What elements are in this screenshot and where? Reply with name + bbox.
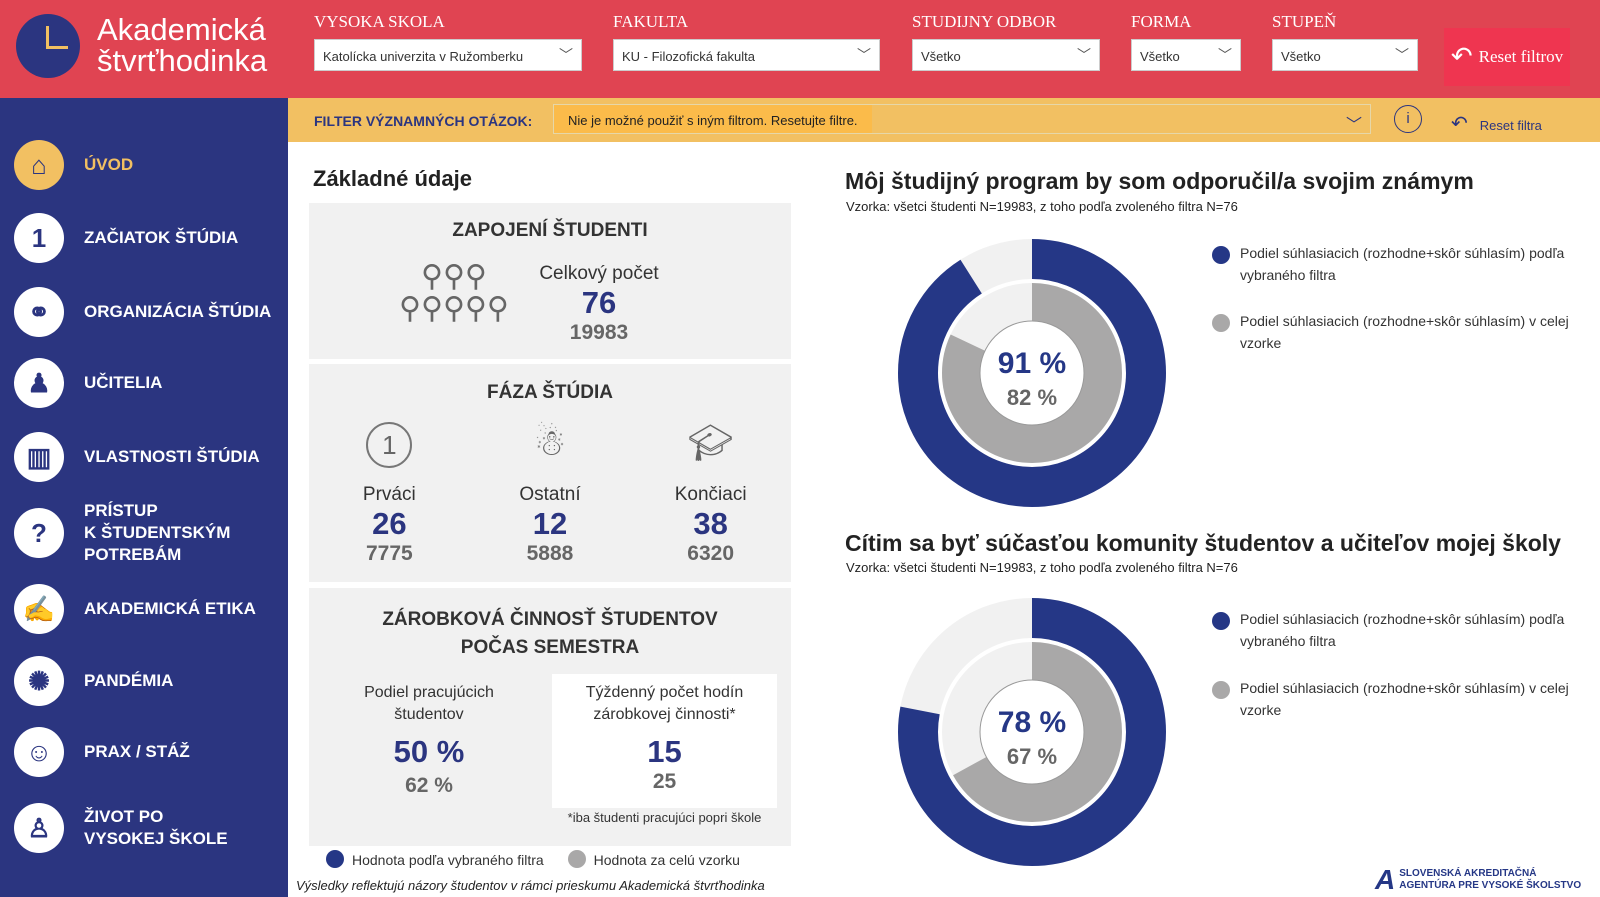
chevron-down-icon: ﹀ (1395, 47, 1409, 63)
sidebar-item-akademicka-etika[interactable]: ✍ AKADEMICKÁ ETIKA (14, 584, 256, 634)
chart2-subtitle: Vzorka: všetci študenti N=19983, z toho … (846, 560, 1238, 575)
undo-icon: ↶ (1450, 42, 1473, 71)
sidebar-item-organizacia-studia[interactable]: ⚭ ORGANIZÁCIA ŠTÚDIA (14, 287, 271, 337)
all-value-label: 67 % (1007, 744, 1057, 769)
chart1-donut: 91 % 82 % (898, 239, 1166, 507)
filter-studijny-odbor[interactable]: STUDIJNY ODBOR Všetko ﹀ (912, 12, 1100, 71)
etika-icon: ✍ (14, 584, 64, 634)
students-card: ZAPOJENÍ ŠTUDENTI ⚲⚲⚲ ⚲⚲⚲⚲⚲ Celkový počet… (309, 203, 791, 359)
chart1-subtitle: Vzorka: všetci študenti N=19983, z toho … (846, 199, 1238, 214)
sidebar-item-uvod[interactable]: ⌂ ÚVOD (14, 140, 133, 190)
chart2-title: Cítim sa byť súčasťou komunity študentov… (845, 530, 1561, 556)
chevron-down-icon: ﹀ (1077, 47, 1091, 63)
inner-ring-arc (942, 642, 1122, 822)
filter-fakulta[interactable]: FAKULTA KU - Filozofická fakulta ﹀ (613, 12, 880, 71)
chevron-down-icon: ﹀ (857, 47, 871, 63)
filter-forma[interactable]: FORMA Všetko ﹀ (1131, 12, 1241, 71)
sidebar-item-vlastnosti-studia[interactable]: ▥ VLASTNOSTI ŠTÚDIA (14, 432, 260, 482)
footer-note: Výsledky reflektujú názory študentov v r… (296, 878, 765, 893)
chevron-down-icon: ﹀ (1345, 117, 1362, 134)
all-value-label: 82 % (1007, 385, 1057, 410)
student-icon: ☃ (533, 422, 567, 463)
number-one-icon: 1 (14, 213, 64, 263)
info-icon[interactable]: i (1394, 105, 1422, 133)
legend-dot-all (567, 850, 586, 868)
outer-ring-arc (898, 598, 1166, 866)
phase-card: FÁZA ŠTÚDIA 1 Prváci 26 7775 ☃ Ostatní 12 5888… (309, 364, 791, 582)
agency-logo: A SLOVENSKÁ AKREDITAČNÁ AGENTÚRA PRE VYS… (1375, 864, 1582, 895)
virus-icon: ✺ (14, 656, 64, 706)
selected-value-label: 91 % (998, 347, 1066, 380)
outer-ring-arc (898, 239, 1166, 507)
reset-filters-button[interactable]: ↶ Reset filtrov (1444, 28, 1570, 86)
section-title: Základné údaje (313, 166, 472, 191)
legend-dot-selected (326, 850, 344, 868)
chart2-donut: 78 % 67 % (898, 598, 1166, 866)
chevron-down-icon: ﹀ (559, 47, 573, 63)
help-people-icon: ? (14, 508, 64, 558)
filter-stupen[interactable]: STUPEŇ Všetko ﹀ (1272, 12, 1418, 71)
home-icon: ⌂ (14, 140, 64, 190)
sidebar-item-pandemia[interactable]: ✺ PANDÉMIA (14, 656, 173, 706)
chart2-legend-all: Podiel súhlasiacich (rozhodne+skôr súhla… (1212, 677, 1600, 721)
chart1-legend-all: Podiel súhlasiacich (rozhodne+skôr súhla… (1212, 310, 1600, 354)
app-logo: Akademická štvrťhodinka (97, 12, 268, 78)
students-group-icon: ⚲⚲⚲ ⚲⚲⚲⚲⚲ (399, 260, 509, 325)
chart1-title: Môj študijný program by som odporučil/a … (845, 168, 1474, 194)
sidebar-item-zaciatok-studia[interactable]: 1 ZAČIATOK ŠTÚDIA (14, 213, 238, 263)
chart2-legend-selected: Podiel súhlasiacich (rozhodne+skôr súhla… (1212, 608, 1600, 652)
sidebar-item-ucitelia[interactable]: ♟ UČITELIA (14, 358, 162, 408)
donut-center (979, 679, 1085, 785)
network-icon: ⚭ (14, 287, 64, 337)
clock-logo-icon (16, 14, 80, 78)
header: Akademická štvrťhodinka VYSOKA SKOLA Katol… (0, 0, 1600, 98)
basic-legend: Hodnota podľa vybraného filtra Hodnota z… (326, 850, 740, 868)
selected-value-label: 78 % (998, 706, 1066, 739)
reset-question-filter-button[interactable]: ↶ Reset filtra (1451, 113, 1542, 135)
lectern-icon: ♟ (14, 358, 64, 408)
books-icon: ▥ (14, 432, 64, 482)
question-filter-bar: FILTER VÝZNAMNÝCH OTÁZOK: Nie je možné p… (288, 98, 1600, 142)
inner-ring-arc (942, 283, 1122, 463)
chart1-legend-selected: Podiel súhlasiacich (rozhodne+skôr súhla… (1212, 242, 1600, 286)
sidebar-item-prax-staz[interactable]: ☺ PRAX / STÁŽ (14, 727, 190, 777)
work-card: ZÁROBKOVÁ ČINNOSŤ ŠTUDENTOV POČAS SEMEST… (309, 588, 791, 846)
donut-center (979, 320, 1085, 426)
filter-vysoka-skola[interactable]: VYSOKA SKOLA Katolícka univerzita v Ružom… (314, 12, 582, 71)
question-filter-label: FILTER VÝZNAMNÝCH OTÁZOK: (314, 113, 533, 129)
undo-icon: ↶ (1451, 113, 1468, 135)
chevron-down-icon: ﹀ (1218, 47, 1232, 63)
first-year-icon: 1 (366, 422, 413, 468)
worker-icon: ☺ (14, 727, 64, 777)
graduate-icon: ♙ (14, 803, 64, 853)
graduation-cap-icon: 🎓︎ (687, 422, 734, 463)
question-filter-select[interactable]: Nie je možné použiť s iným filtrom. Rese… (553, 104, 1371, 134)
sidebar-item-zivot-po-vs[interactable]: ♙ ŽIVOT PO VYSOKEJ ŠKOLE (14, 803, 228, 853)
sidebar-item-pristup[interactable]: ? PRÍSTUP K ŠTUDENTSKÝM POTREBÁM (14, 500, 230, 566)
